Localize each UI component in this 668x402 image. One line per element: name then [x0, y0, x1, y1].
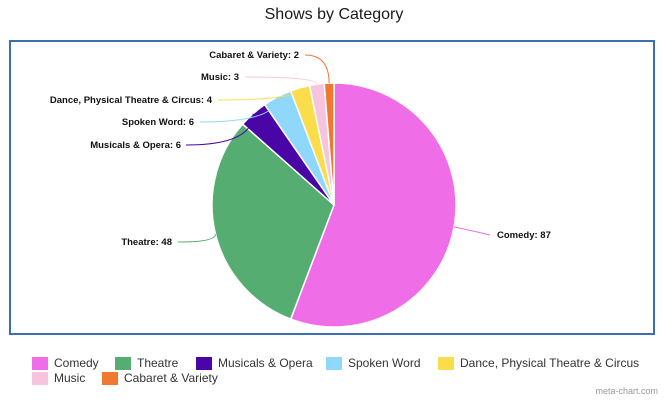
pie-slice-comedy[interactable] — [289, 82, 457, 328]
legend-swatch — [32, 356, 48, 370]
legend-label: Cabaret & Variety — [124, 371, 218, 385]
leader-line — [453, 226, 491, 236]
leader-line — [177, 234, 216, 243]
legend-label: Theatre — [137, 356, 179, 370]
legend-item-musicals-opera[interactable]: Musicals & Opera — [196, 356, 313, 370]
legend-swatch — [196, 356, 212, 370]
data-label: Music: 3 — [201, 72, 239, 83]
legend-item-theatre[interactable]: Theatre — [115, 356, 178, 370]
legend-swatch — [326, 356, 342, 370]
legend-label: Musicals & Opera — [218, 356, 313, 370]
data-label: Comedy: 87 — [497, 230, 551, 241]
legend-label: Music — [54, 371, 86, 385]
legend-item-cabaret-variety[interactable]: Cabaret & Variety — [102, 371, 218, 385]
data-label: Cabaret & Variety: 2 — [209, 50, 299, 61]
chart-title: Shows by Category — [264, 6, 404, 23]
data-label: Spoken Word: 6 — [122, 117, 194, 128]
legend-label: Dance, Physical Theatre & Circus — [460, 356, 640, 370]
data-label: Musicals & Opera: 6 — [90, 140, 181, 151]
legend-item-spoken-word[interactable]: Spoken Word — [326, 356, 421, 370]
plot-frame — [9, 40, 655, 335]
leader-line — [304, 54, 330, 84]
leader-line — [217, 87, 301, 101]
watermark: meta-chart.com — [595, 386, 658, 396]
legend-label: Spoken Word — [348, 356, 421, 370]
legend-item-dance-physical-theatre-circus[interactable]: Dance, Physical Theatre & Circus — [438, 356, 639, 370]
pie-slice-cabaret-variety[interactable] — [323, 82, 335, 206]
pie-slice-theatre[interactable] — [211, 123, 335, 321]
legend-swatch — [438, 356, 454, 370]
legend-swatch — [115, 356, 131, 370]
legend-item-comedy[interactable]: Comedy — [32, 356, 99, 370]
leader-line — [199, 96, 278, 123]
legend-swatch — [102, 371, 118, 385]
leader-line — [244, 76, 318, 85]
data-label: Theatre: 48 — [121, 237, 172, 248]
leader-line — [185, 113, 254, 146]
legend-label: Comedy — [54, 356, 99, 370]
pie-chart: Comedy: 87 Theatre: 48 Musicals & Opera: 6… — [50, 50, 551, 328]
legend-swatch — [32, 371, 48, 385]
legend-item-music[interactable]: Music — [32, 371, 85, 385]
data-label: Dance, Physical Theatre & Circus: 4 — [50, 95, 213, 106]
